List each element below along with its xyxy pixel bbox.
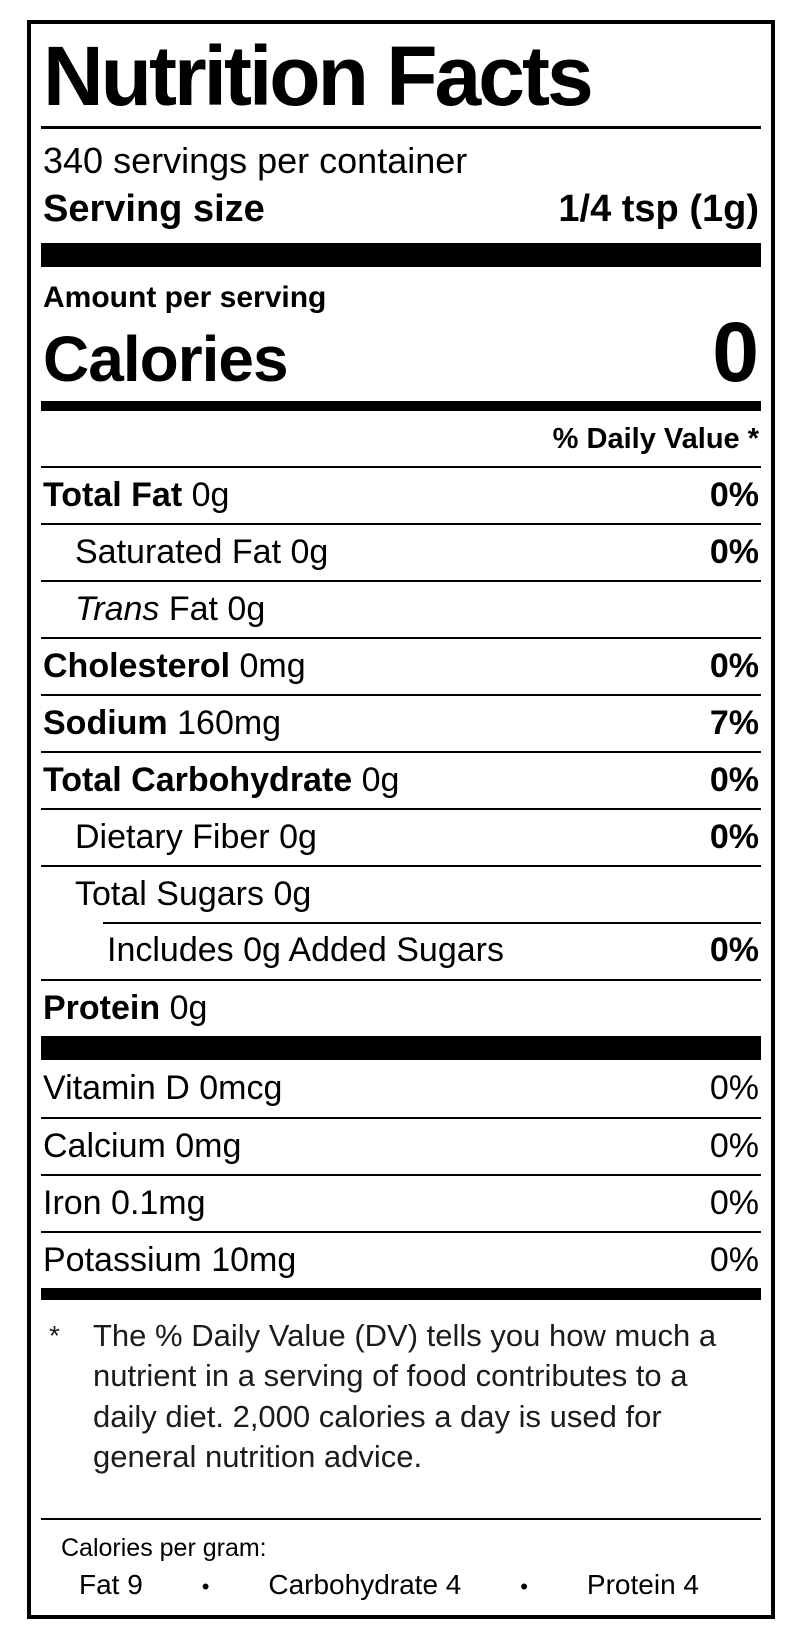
nutrient-amount: 0g	[290, 532, 329, 571]
vitamin-amount: 0mg	[175, 1126, 242, 1165]
cpg-protein: Protein 4	[586, 1569, 699, 1600]
serving-size-row: Serving size 1/4 tsp (1g)	[41, 182, 761, 243]
nutrient-row-total-carbohydrate: Total Carbohydrate 0g 0%	[41, 750, 761, 808]
nutrient-name: Trans	[75, 589, 160, 628]
nutrient-row-protein: Protein 0g	[41, 978, 761, 1036]
vitamin-row-calcium: Calcium 0mg 0%	[41, 1116, 761, 1174]
vitamin-dv: 0%	[709, 1240, 759, 1279]
daily-value-header: % Daily Value *	[552, 422, 759, 455]
nutrient-name: Sodium	[43, 703, 168, 742]
nutrient-dv: 0%	[709, 646, 759, 685]
footnote: * The % Daily Value (DV) tells you how m…	[41, 1300, 761, 1518]
amount-per-serving: Amount per serving	[43, 281, 327, 315]
calories-per-gram-section: Calories per gram: Fat 9 • Carbohydrate …	[41, 1520, 761, 1609]
nutrient-name: Cholesterol	[43, 646, 231, 685]
servings-per-container: 340 servings per container	[43, 140, 468, 182]
nutrient-name: Includes 0g Added Sugars	[107, 930, 504, 969]
nutrient-dv: 0%	[709, 760, 759, 799]
nutrient-amount: 0g	[191, 475, 230, 514]
thick-bar	[41, 243, 761, 268]
vitamin-dv: 0%	[709, 1183, 759, 1222]
vitamin-dv: 0%	[709, 1068, 759, 1107]
divider	[41, 126, 761, 130]
nutrient-row-total-fat: Total Fat 0g 0%	[41, 465, 761, 523]
divider	[41, 1518, 761, 1520]
nutrient-name: Saturated Fat	[75, 532, 282, 571]
nutrient-amount: 160mg	[177, 703, 282, 742]
vitamin-name: Calcium	[43, 1126, 166, 1165]
nutrition-facts-label: Nutrition Facts 340 servings per contain…	[27, 20, 775, 1619]
nutrient-dv: 0%	[709, 930, 759, 969]
nutrient-amount: 0g	[273, 874, 312, 913]
vitamin-amount: 10mg	[211, 1240, 297, 1279]
medium-bar	[41, 400, 761, 411]
vitamin-name: Potassium	[43, 1240, 202, 1279]
calories-per-gram-row: Fat 9 • Carbohydrate 4 • Protein 4	[43, 1565, 759, 1607]
label-title: Nutrition Facts	[43, 29, 594, 123]
bullet-separator: •	[520, 1574, 528, 1599]
nutrient-row-total-sugars: Total Sugars 0g	[41, 864, 761, 922]
nutrient-name: Total Sugars	[75, 874, 264, 913]
nutrient-name: Protein	[43, 988, 161, 1027]
nutrient-amount: 0g	[279, 817, 317, 856]
footnote-text: The % Daily Value (DV) tells you how muc…	[93, 1317, 717, 1474]
nutrient-dv: 0%	[709, 532, 759, 571]
bullet-separator: •	[201, 1574, 210, 1599]
serving-size-value: 1/4 tsp (1g)	[558, 188, 759, 231]
nutrient-amount: Fat 0g	[168, 589, 266, 628]
nutrient-row-added-sugars: Includes 0g Added Sugars 0%	[41, 921, 761, 979]
nutrient-name: Total Fat	[43, 475, 183, 514]
calories-row: Calories 0	[41, 305, 761, 401]
nutrient-dv: 0%	[709, 817, 759, 856]
nutrient-row-saturated-fat: Saturated Fat 0g 0%	[41, 522, 761, 580]
nutrient-row-trans-fat: Trans Fat 0g	[41, 579, 761, 637]
vitamin-row-potassium: Potassium 10mg 0%	[41, 1230, 761, 1288]
nutrient-name: Total Carbohydrate	[43, 760, 353, 799]
serving-size-label: Serving size	[43, 188, 265, 231]
nutrient-row-cholesterol: Cholesterol 0mg 0%	[41, 636, 761, 694]
vitamin-amount: 0mcg	[199, 1068, 283, 1107]
nutrient-row-dietary-fiber: Dietary Fiber 0g 0%	[41, 807, 761, 865]
calories-value: 0	[712, 305, 759, 400]
vitamin-name: Vitamin D	[43, 1068, 190, 1107]
cpg-fat: Fat 9	[79, 1569, 143, 1600]
medium-bar	[41, 1287, 761, 1300]
nutrient-amount: 0g	[169, 988, 208, 1027]
vitamin-row-iron: Iron 0.1mg 0%	[41, 1173, 761, 1231]
nutrient-amount: 0g	[361, 760, 400, 799]
vitamin-dv: 0%	[709, 1126, 759, 1165]
cpg-carbohydrate: Carbohydrate 4	[268, 1569, 462, 1600]
vitamin-name: Iron	[43, 1183, 102, 1222]
vitamin-row-vitamin-d: Vitamin D 0mcg 0%	[41, 1060, 761, 1117]
nutrient-name: Dietary Fiber	[75, 817, 270, 856]
calories-per-gram-heading: Calories per gram:	[61, 1534, 267, 1562]
vitamin-amount: 0.1mg	[111, 1183, 206, 1222]
calories-label: Calories	[43, 322, 289, 395]
nutrient-dv: 0%	[709, 475, 759, 514]
nutrient-amount: 0mg	[239, 646, 306, 685]
nutrient-dv: 7%	[709, 703, 759, 742]
nutrient-row-sodium: Sodium 160mg 7%	[41, 693, 761, 751]
thick-bar	[41, 1035, 761, 1060]
footnote-asterisk: *	[49, 1319, 60, 1351]
